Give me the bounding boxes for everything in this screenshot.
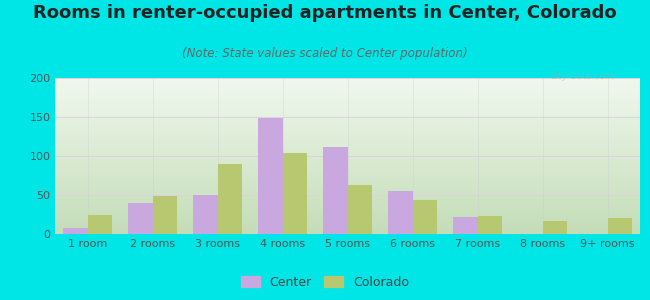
Text: City-Data.com: City-Data.com xyxy=(550,72,614,81)
Bar xyxy=(218,164,242,234)
Bar xyxy=(413,200,437,234)
Bar xyxy=(323,147,348,234)
Bar xyxy=(283,153,307,234)
Bar xyxy=(88,214,112,234)
Bar xyxy=(543,221,567,234)
Bar xyxy=(348,185,372,234)
Bar xyxy=(153,196,177,234)
Bar xyxy=(128,203,153,234)
Bar xyxy=(193,195,218,234)
Bar xyxy=(63,228,88,234)
Bar xyxy=(388,191,413,234)
Bar xyxy=(478,216,502,234)
Text: Rooms in renter-occupied apartments in Center, Colorado: Rooms in renter-occupied apartments in C… xyxy=(33,4,617,22)
Text: (Note: State values scaled to Center population): (Note: State values scaled to Center pop… xyxy=(182,46,468,59)
Bar xyxy=(258,118,283,234)
Bar xyxy=(608,218,632,234)
Bar xyxy=(453,217,478,234)
Legend: Center, Colorado: Center, Colorado xyxy=(236,271,414,294)
